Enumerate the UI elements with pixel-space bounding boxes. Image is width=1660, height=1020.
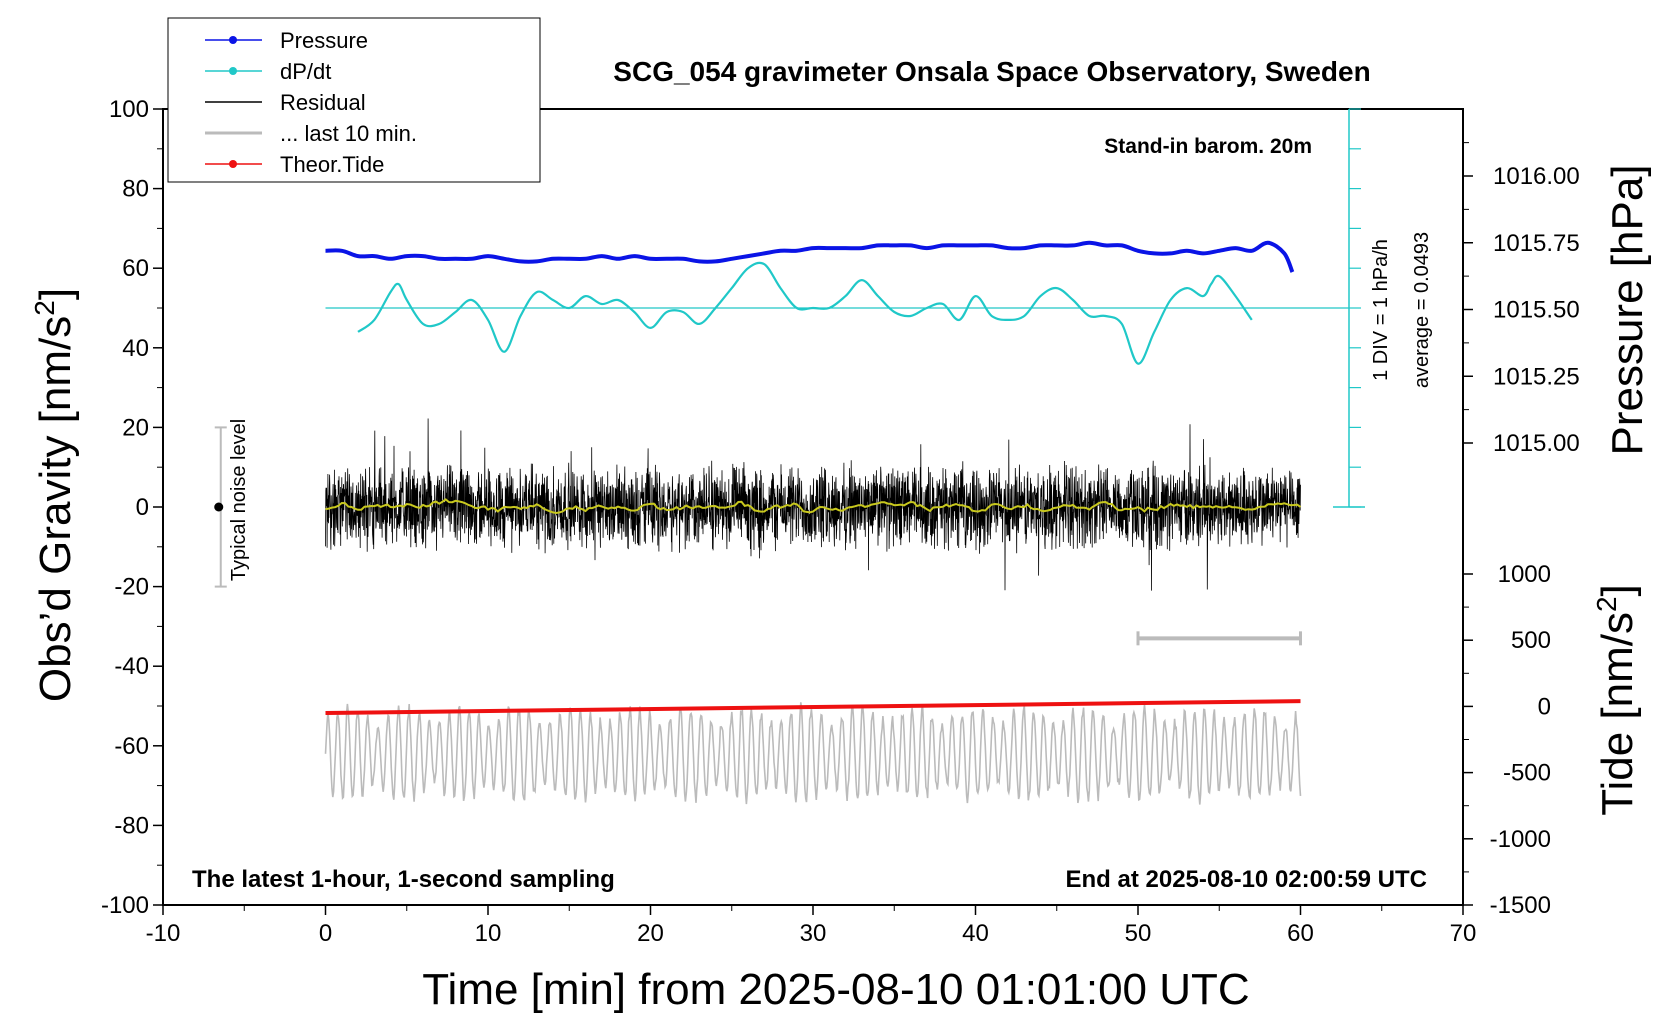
residual-line [325,418,1301,591]
noise-level-label: Typical noise level [228,419,250,581]
axes-layer: -10 0 10 20 30 40 50 60 70100806040200-20-40-60-… [101,96,1580,947]
sampling-annotation: The latest 1-hour, 1-second sampling [192,866,615,893]
y-pressure-tick-label: 1015.75 [1493,230,1580,257]
y-tide-tick-label: 500 [1511,627,1551,654]
y-left-tick-label: 0 [136,494,149,521]
y-pressure-tick-label: 1015.25 [1493,363,1580,390]
legend-label: Theor.Tide [280,152,384,177]
x-tick-label: 40 [962,920,989,947]
last10-line [324,702,1302,805]
pressure-line [325,240,1295,273]
y-pressure-tick-label: 1016.00 [1493,163,1580,190]
y-left-tick-label: -20 [114,574,149,601]
x-tick-label: 10 [475,920,502,947]
y-axis-tide-label: Tide [nm/s2] [1591,584,1642,816]
y-axis-left-label: Obs’d Gravity [nm/s2] [29,288,80,702]
tide-line [325,699,1301,716]
legend-label: Pressure [280,28,368,53]
legend-items: Pressure dP/dt Residual ... last 10 min. The… [205,28,417,177]
y-left-tick-label: -80 [114,812,149,839]
x-axis-label: Time [min] from 2025-08-10 01:01:00 UTC [422,965,1249,1014]
residual-smooth-line [325,498,1302,515]
legend: Pressure dP/dt Residual ... last 10 min. The… [167,17,541,183]
y-left-tick-label: -100 [101,892,149,919]
y-left-tick-label: 100 [109,96,149,123]
y-left-tick-label: 20 [122,414,149,441]
x-tick-label: 50 [1125,920,1152,947]
y-tide-tick-label: 0 [1538,693,1551,720]
x-tick-label: -10 [146,920,181,947]
legend-marker [229,160,237,168]
legend-label: dP/dt [280,59,331,84]
y-tide-tick-label: -1000 [1490,826,1551,853]
y-tide-tick-label: -500 [1503,760,1551,787]
legend-marker [229,67,237,75]
y-pressure-tick-label: 1015.50 [1493,297,1580,324]
dpdt-scale-label: 1 DIV = 1 hPa/h [1370,239,1392,381]
x-tick-label: 60 [1287,920,1314,947]
dpdt-line [357,261,1253,365]
y-left-tick-label: 40 [122,335,149,362]
legend-marker [229,36,237,44]
y-left-tick-label: 60 [122,255,149,282]
legend-label: ... last 10 min. [280,121,417,146]
legend-box [167,17,541,183]
y-axis-pressure-label: Pressure [hPa] [1603,164,1652,455]
y-tide-tick-label: 1000 [1498,561,1551,588]
dpdt-average-label: average = 0.0493 [1411,232,1433,388]
y-pressure-tick-label: 1015.00 [1493,430,1580,457]
legend-label: Residual [280,90,366,115]
x-tick-label: 20 [637,920,664,947]
y-left-tick-label: 80 [122,176,149,203]
end-time-annotation: End at 2025-08-10 02:00:59 UTC [1066,866,1428,893]
barometer-annotation: Stand-in barom. 20m [1104,135,1312,158]
y-left-tick-label: -40 [114,653,149,680]
y-left-tick-label: -60 [114,733,149,760]
x-tick-label: 30 [800,920,827,947]
noise-level-dot [214,502,224,512]
data-layer [214,108,1365,805]
x-tick-label: 0 [319,920,332,947]
x-tick-label: 70 [1450,920,1477,947]
y-tide-tick-label: -1500 [1490,892,1551,919]
chart-title: SCG_054 gravimeter Onsala Space Observat… [613,56,1370,87]
